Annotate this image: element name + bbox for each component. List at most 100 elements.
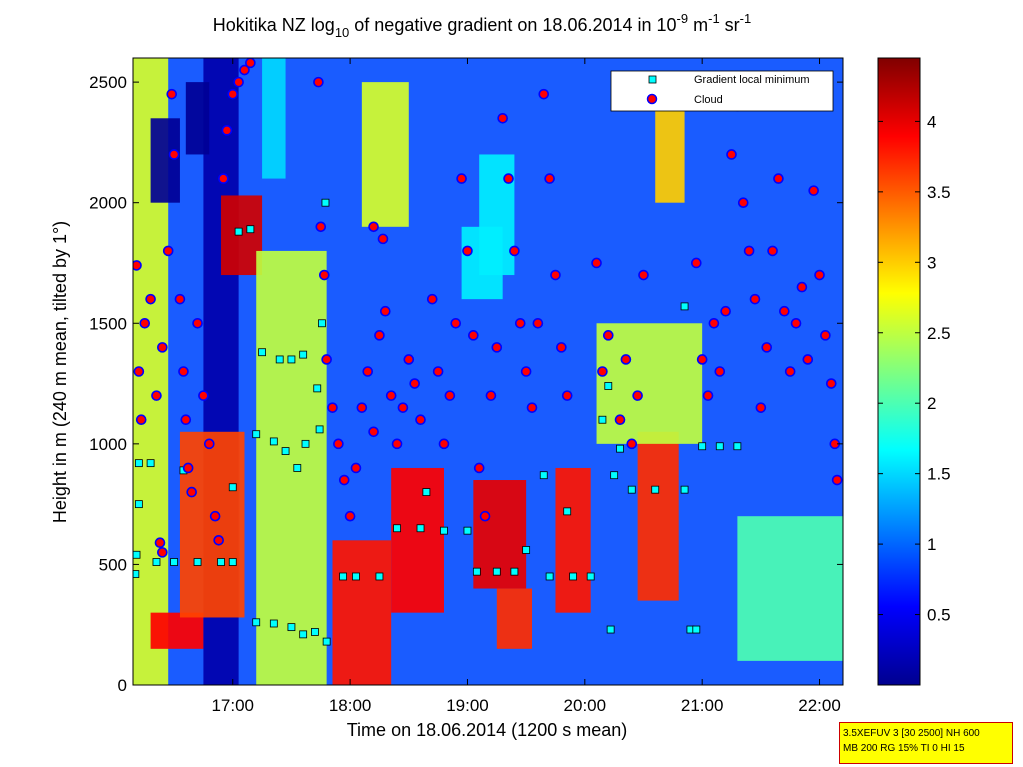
cloud-point [192,317,203,329]
gradient-minimum-point [234,227,243,236]
y-tick-label: 2500 [89,73,127,92]
cloud-point [218,173,229,184]
cloud-point [779,305,790,317]
cloud-point [157,342,168,353]
gradient-minimum-point [301,439,310,448]
gradient-minimum-point [616,444,624,453]
cloud-point [154,537,166,549]
cloud-point [773,173,784,184]
heat-region [391,467,444,613]
gradient-minimum-point [563,507,572,516]
gradient-minimum-point [315,425,324,434]
cloud-point [784,366,796,377]
gradient-minimum-point [606,625,615,634]
cloud-point [620,354,632,365]
cloud-point [632,390,643,401]
legend: Gradient local minimum Cloud [610,70,834,112]
cloud-point [426,293,438,305]
cloud-point [544,173,555,184]
cloud-point [245,58,256,69]
colorbar-gradient [877,57,921,686]
gradient-minimum-point [569,572,577,581]
cloud-point [591,257,602,269]
cloud-point [503,173,514,184]
infobox-line-1: 3.5XEFUV 3 [30 2500] NH 600 [843,728,980,739]
cloud-point [468,330,479,341]
gradient-minimum-point [281,447,290,455]
plot-area [133,58,843,685]
gradient-minimum-point [393,524,401,533]
gradient-minimum-point [287,355,296,364]
cloud-point [767,245,778,257]
y-axis-ticks: 0 500 1000 1500 2000 2500 [89,73,843,695]
heat-region [185,82,210,155]
heat-region [737,516,843,661]
cloud-point [213,535,224,546]
cloud-point [825,378,837,389]
cloud-point [556,342,567,353]
heat-region [637,431,679,601]
gradient-minimum-point [680,302,689,311]
gradient-minimum-point [698,442,707,451]
gradient-minimum-point [318,319,326,328]
cloud-point [814,269,825,281]
gradient-minimum-point [152,558,161,566]
cloud-point [151,390,162,401]
heat-region [262,58,286,179]
cloud-point [755,402,767,413]
cloud-point [614,414,626,426]
cloud-point [377,233,389,245]
legend-box [610,70,834,112]
cloud-point [696,354,708,365]
gradient-minimum-point [651,485,660,494]
colorbar-tick-label: 3 [927,253,936,272]
colorbar-ticks: 0.5 1 1.5 2 2.5 3 3.5 4 [878,112,951,625]
gradient-minimum-point [299,350,308,359]
heat-region [179,431,245,618]
gradient-minimum-point [715,442,724,451]
legend-marker-min [648,75,657,84]
x-tick-label: 18:00 [329,696,372,715]
gradient-minimum-point [733,442,742,451]
cloud-point [321,354,332,365]
cloud-point [356,402,368,413]
cloud-point [233,76,244,88]
cloud-point [333,438,344,450]
heat-region [655,94,685,203]
cloud-point [796,281,808,293]
cloud-point [227,88,239,100]
cloud-point [178,366,189,377]
cloud-point [532,317,544,329]
cloud-point [538,88,550,100]
heat-region [150,118,180,203]
cloud-point [802,354,814,365]
gradient-minimum-point [246,225,255,234]
cloud-point [327,402,338,413]
gradient-minimum-point [146,459,155,468]
gradient-minimum-point [610,471,619,480]
heat-region [496,588,533,649]
cloud-point [198,390,209,401]
cloud-point [166,88,178,100]
chart-title: Hokitika NZ log10 of negative gradient o… [213,11,751,40]
colorbar-tick-label: 0.5 [927,606,951,625]
cloud-point [638,269,649,281]
legend-marker-cloud [646,93,658,105]
cloud-point [485,390,497,401]
cloud-point [749,293,761,305]
x-tick-label: 21:00 [681,696,724,715]
x-tick-label: 17:00 [211,696,254,715]
cloud-point [139,317,151,329]
cloud-point [318,269,330,281]
cloud-point [602,330,614,341]
gradient-minimum-point [522,546,531,554]
gradient-minimum-point [322,637,331,646]
cloud-point [702,390,714,401]
cloud-point [708,317,720,329]
gradient-minimum-point [269,437,278,446]
gradient-minimum-point [134,459,143,468]
gradient-minimum-point [252,618,261,627]
cloud-point [209,510,221,522]
gradient-minimum-point [299,630,308,639]
gradient-minimum-point [510,567,519,576]
